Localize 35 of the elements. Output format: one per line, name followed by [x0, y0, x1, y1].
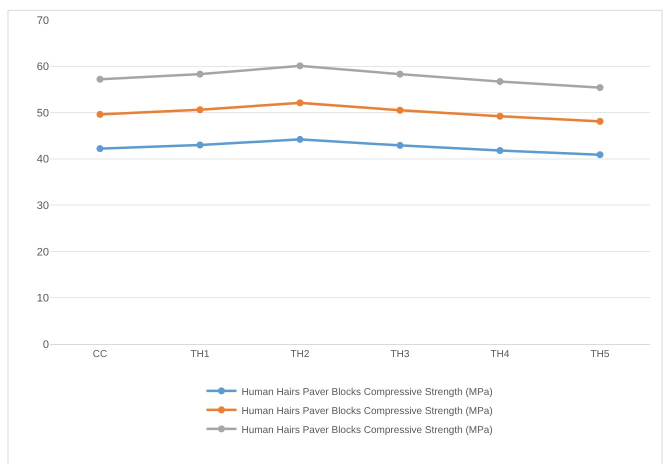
y-tick-label: 50 — [36, 107, 49, 120]
point — [196, 106, 204, 114]
point — [196, 141, 204, 148]
y-tick-label: 60 — [36, 61, 49, 74]
x-tick-label: TH4 — [490, 349, 510, 360]
legend-label: Human Hairs Paver Blocks Compressive Strength (MPa) — [242, 386, 493, 398]
point — [196, 70, 204, 78]
point — [396, 106, 404, 114]
x-tick-label: TH2 — [290, 349, 310, 360]
point — [96, 145, 104, 152]
y-tick-label: 0 — [42, 338, 49, 351]
y-tick-label: 10 — [36, 292, 49, 305]
point — [596, 118, 604, 125]
point — [496, 78, 504, 86]
x-tick-label: TH3 — [390, 349, 410, 360]
legend-label: Human Hairs Paver Blocks Compressive Strength (MPa) — [242, 424, 493, 436]
point — [596, 84, 604, 92]
point — [96, 76, 104, 83]
y-tick-label: 30 — [36, 200, 49, 212]
point — [96, 110, 104, 118]
x-tick-label: CC — [92, 349, 108, 360]
legend-label: Human Hairs Paver Blocks Compressive Strength (MPa) — [242, 406, 493, 417]
y-tick-label: 20 — [36, 246, 49, 258]
point — [396, 142, 404, 149]
point — [496, 112, 504, 120]
point — [296, 99, 304, 106]
y-tick-label: 70 — [36, 14, 49, 27]
point — [496, 147, 504, 154]
point — [396, 70, 404, 78]
y-tick-label: 40 — [36, 154, 49, 166]
x-tick-label: TH5 — [590, 349, 610, 360]
x-tick-label: TH1 — [190, 349, 210, 360]
point — [296, 62, 304, 70]
point — [596, 151, 604, 158]
point — [296, 136, 304, 143]
